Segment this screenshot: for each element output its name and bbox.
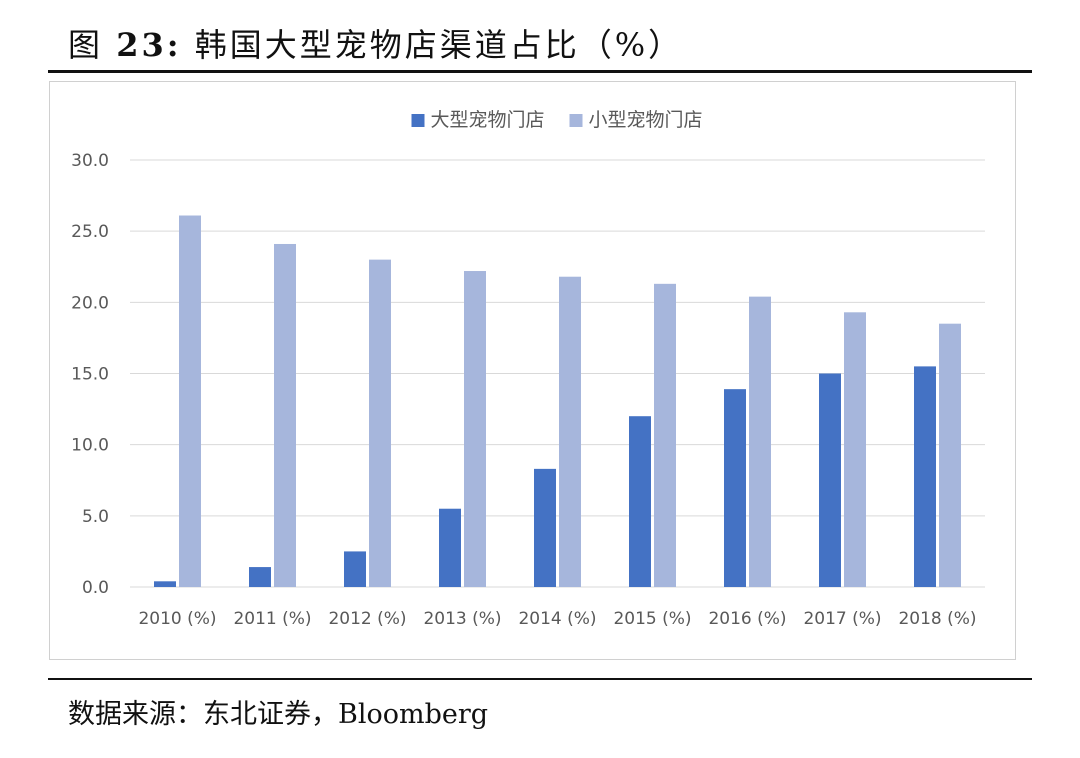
- bar-large-store: [534, 468, 556, 587]
- bar-large-store: [914, 366, 936, 587]
- x-tick-label: 2015 (%): [613, 609, 691, 629]
- y-tick-label: 5.0: [82, 507, 109, 527]
- bar-large-store: [439, 508, 461, 587]
- x-tick-label: 2012 (%): [328, 609, 406, 629]
- source-note: 数据来源：东北证券，Bloomberg: [68, 699, 489, 730]
- y-tick-label: 15.0: [71, 365, 109, 385]
- x-tick-label: 2010 (%): [138, 609, 216, 629]
- chart-frame: 0.0 5.0 10.0 15.0 20.0 25.0 30.0 2010 (%) 2011 (…: [49, 81, 1016, 660]
- bar-small-store: [179, 215, 201, 587]
- y-tick-label: 30.0: [71, 151, 109, 171]
- bar-large-store: [154, 581, 176, 587]
- legend-swatch: [569, 114, 583, 127]
- legend-label: 大型宠物门店: [431, 109, 545, 131]
- y-tick-label: 25.0: [71, 222, 109, 242]
- title-rule: [48, 70, 1032, 73]
- legend-label: 小型宠物门店: [589, 109, 703, 131]
- legend-swatch: [411, 114, 425, 127]
- bar-large-store: [629, 416, 651, 587]
- x-tick-label: 2013 (%): [423, 609, 501, 629]
- bar-large-store: [344, 551, 366, 587]
- bar-small-store: [844, 312, 866, 587]
- x-tick-label: 2017 (%): [803, 609, 881, 629]
- y-tick-label: 0.0: [82, 578, 109, 598]
- bar-small-store: [939, 323, 961, 587]
- bar-chart: 0.0 5.0 10.0 15.0 20.0 25.0 30.0 2010 (%) 2011 (…: [71, 109, 985, 629]
- bar-large-store: [819, 373, 841, 587]
- x-tick-label: 2018 (%): [898, 609, 976, 629]
- x-tick-label: 2014 (%): [518, 609, 596, 629]
- bar-large-store: [249, 567, 271, 587]
- y-tick-label: 10.0: [71, 436, 109, 456]
- bar-small-store: [369, 259, 391, 587]
- x-tick-label: 2016 (%): [708, 609, 786, 629]
- bar-small-store: [559, 276, 581, 587]
- y-tick-label: 20.0: [71, 293, 109, 313]
- figure-title: 图 23: 韩国大型宠物店渠道占比（%）: [68, 20, 683, 66]
- x-tick-label: 2011 (%): [233, 609, 311, 629]
- bar-large-store: [724, 389, 746, 587]
- source-rule: [48, 678, 1032, 680]
- bar-small-store: [749, 296, 771, 587]
- figure-title-text: 韩国大型宠物店渠道占比（%）: [194, 26, 684, 64]
- figure-title-number: 23:: [116, 26, 182, 64]
- bar-small-store: [464, 271, 486, 587]
- figure-title-prefix: 图: [68, 26, 104, 64]
- bar-small-store: [274, 243, 296, 587]
- bar-small-store: [654, 283, 676, 587]
